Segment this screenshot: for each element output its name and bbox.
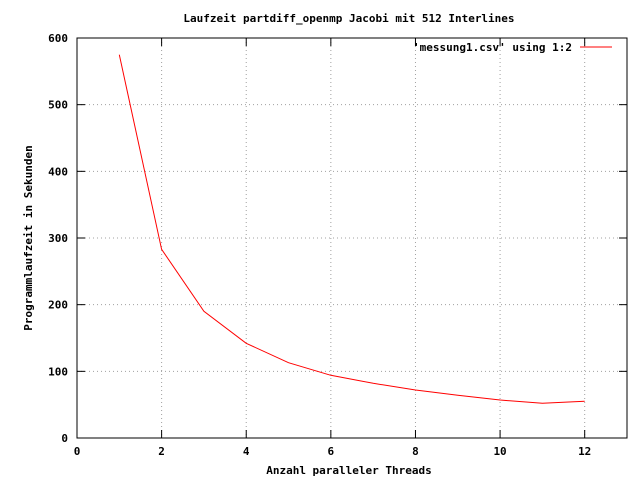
- y-tick-label: 600: [48, 32, 68, 45]
- series-line: [118, 54, 585, 404]
- y-tick-label: 400: [48, 165, 68, 178]
- y-tick-label: 200: [48, 299, 68, 312]
- x-tick-label: 4: [243, 445, 250, 458]
- x-tick-label: 0: [74, 445, 81, 458]
- x-tick-label: 8: [412, 445, 419, 458]
- y-tick-label: 500: [48, 99, 68, 112]
- axis-ticks: 0 100 200 300 400 500 600 0 2 4 6 8 10 12: [48, 32, 627, 458]
- chart-title: Laufzeit partdiff_openmp Jacobi mit 512 …: [183, 12, 514, 25]
- x-tick-label: 2: [158, 445, 165, 458]
- x-tick-label: 12: [578, 445, 591, 458]
- series-layer: [118, 54, 585, 404]
- y-axis-label: Programmlaufzeit in Sekunden: [22, 145, 35, 330]
- y-tick-label: 0: [61, 432, 68, 445]
- x-tick-label: 10: [493, 445, 506, 458]
- legend: 'messung1.csv' using 1:2: [413, 41, 612, 54]
- x-tick-label: 6: [328, 445, 335, 458]
- x-axis-label: Anzahl paralleler Threads: [266, 464, 432, 477]
- y-tick-label: 100: [48, 365, 68, 378]
- y-tick-label: 300: [48, 232, 68, 245]
- grid: [77, 38, 627, 438]
- legend-label: 'messung1.csv' using 1:2: [413, 41, 572, 54]
